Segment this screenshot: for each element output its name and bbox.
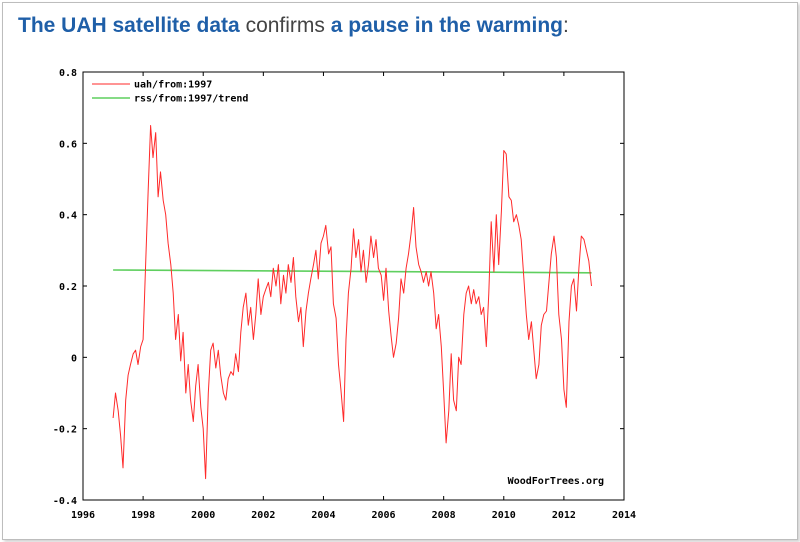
x-tick-label: 2004 [311,510,335,521]
y-tick-label: -0.4 [53,496,77,507]
legend: uah/from:1997 rss/from:1997/trend [92,80,248,105]
y-tick-label: 0.6 [59,139,77,150]
y-tick-label: 0.2 [59,282,77,293]
watermark-label: WoodForTrees.org [508,476,604,487]
x-tick-label: 2014 [612,510,636,521]
y-axis: -0.4 -0.2 0 0.2 0.4 0.6 0.8 [53,68,624,507]
legend-label: uah/from:1997 [134,80,212,91]
y-tick-label: -0.2 [53,425,77,436]
headline-part-1: The UAH satellite data [18,14,240,37]
series-line-uah [112,125,592,480]
y-tick-label: 0.4 [59,211,77,222]
x-tick-label: 2002 [251,510,275,521]
headline-part-2: confirms [239,14,331,37]
series-line-rss-trend [113,269,592,274]
plot-area [82,71,625,501]
series-layer [112,125,592,480]
x-tick-label: 2012 [552,510,576,521]
x-axis: 1996 1998 2000 2002 2004 2006 2008 2010 2012 2014 [71,72,636,521]
headline-part-4: : [562,14,569,37]
y-tick-label: 0 [71,353,77,364]
x-tick-label: 2008 [432,510,456,521]
x-tick-label: 2006 [372,510,396,521]
x-tick-label: 2000 [191,510,215,521]
y-tick-label: 0.8 [59,68,77,79]
headline-part-3: a pause in the warming [330,14,563,37]
x-tick-label: 1998 [131,510,155,521]
headline: The UAH satellite data confirms a pause … [18,14,569,38]
x-tick-label: 2010 [492,510,516,521]
legend-label: rss/from:1997/trend [134,94,248,105]
x-tick-label: 1996 [71,510,95,521]
